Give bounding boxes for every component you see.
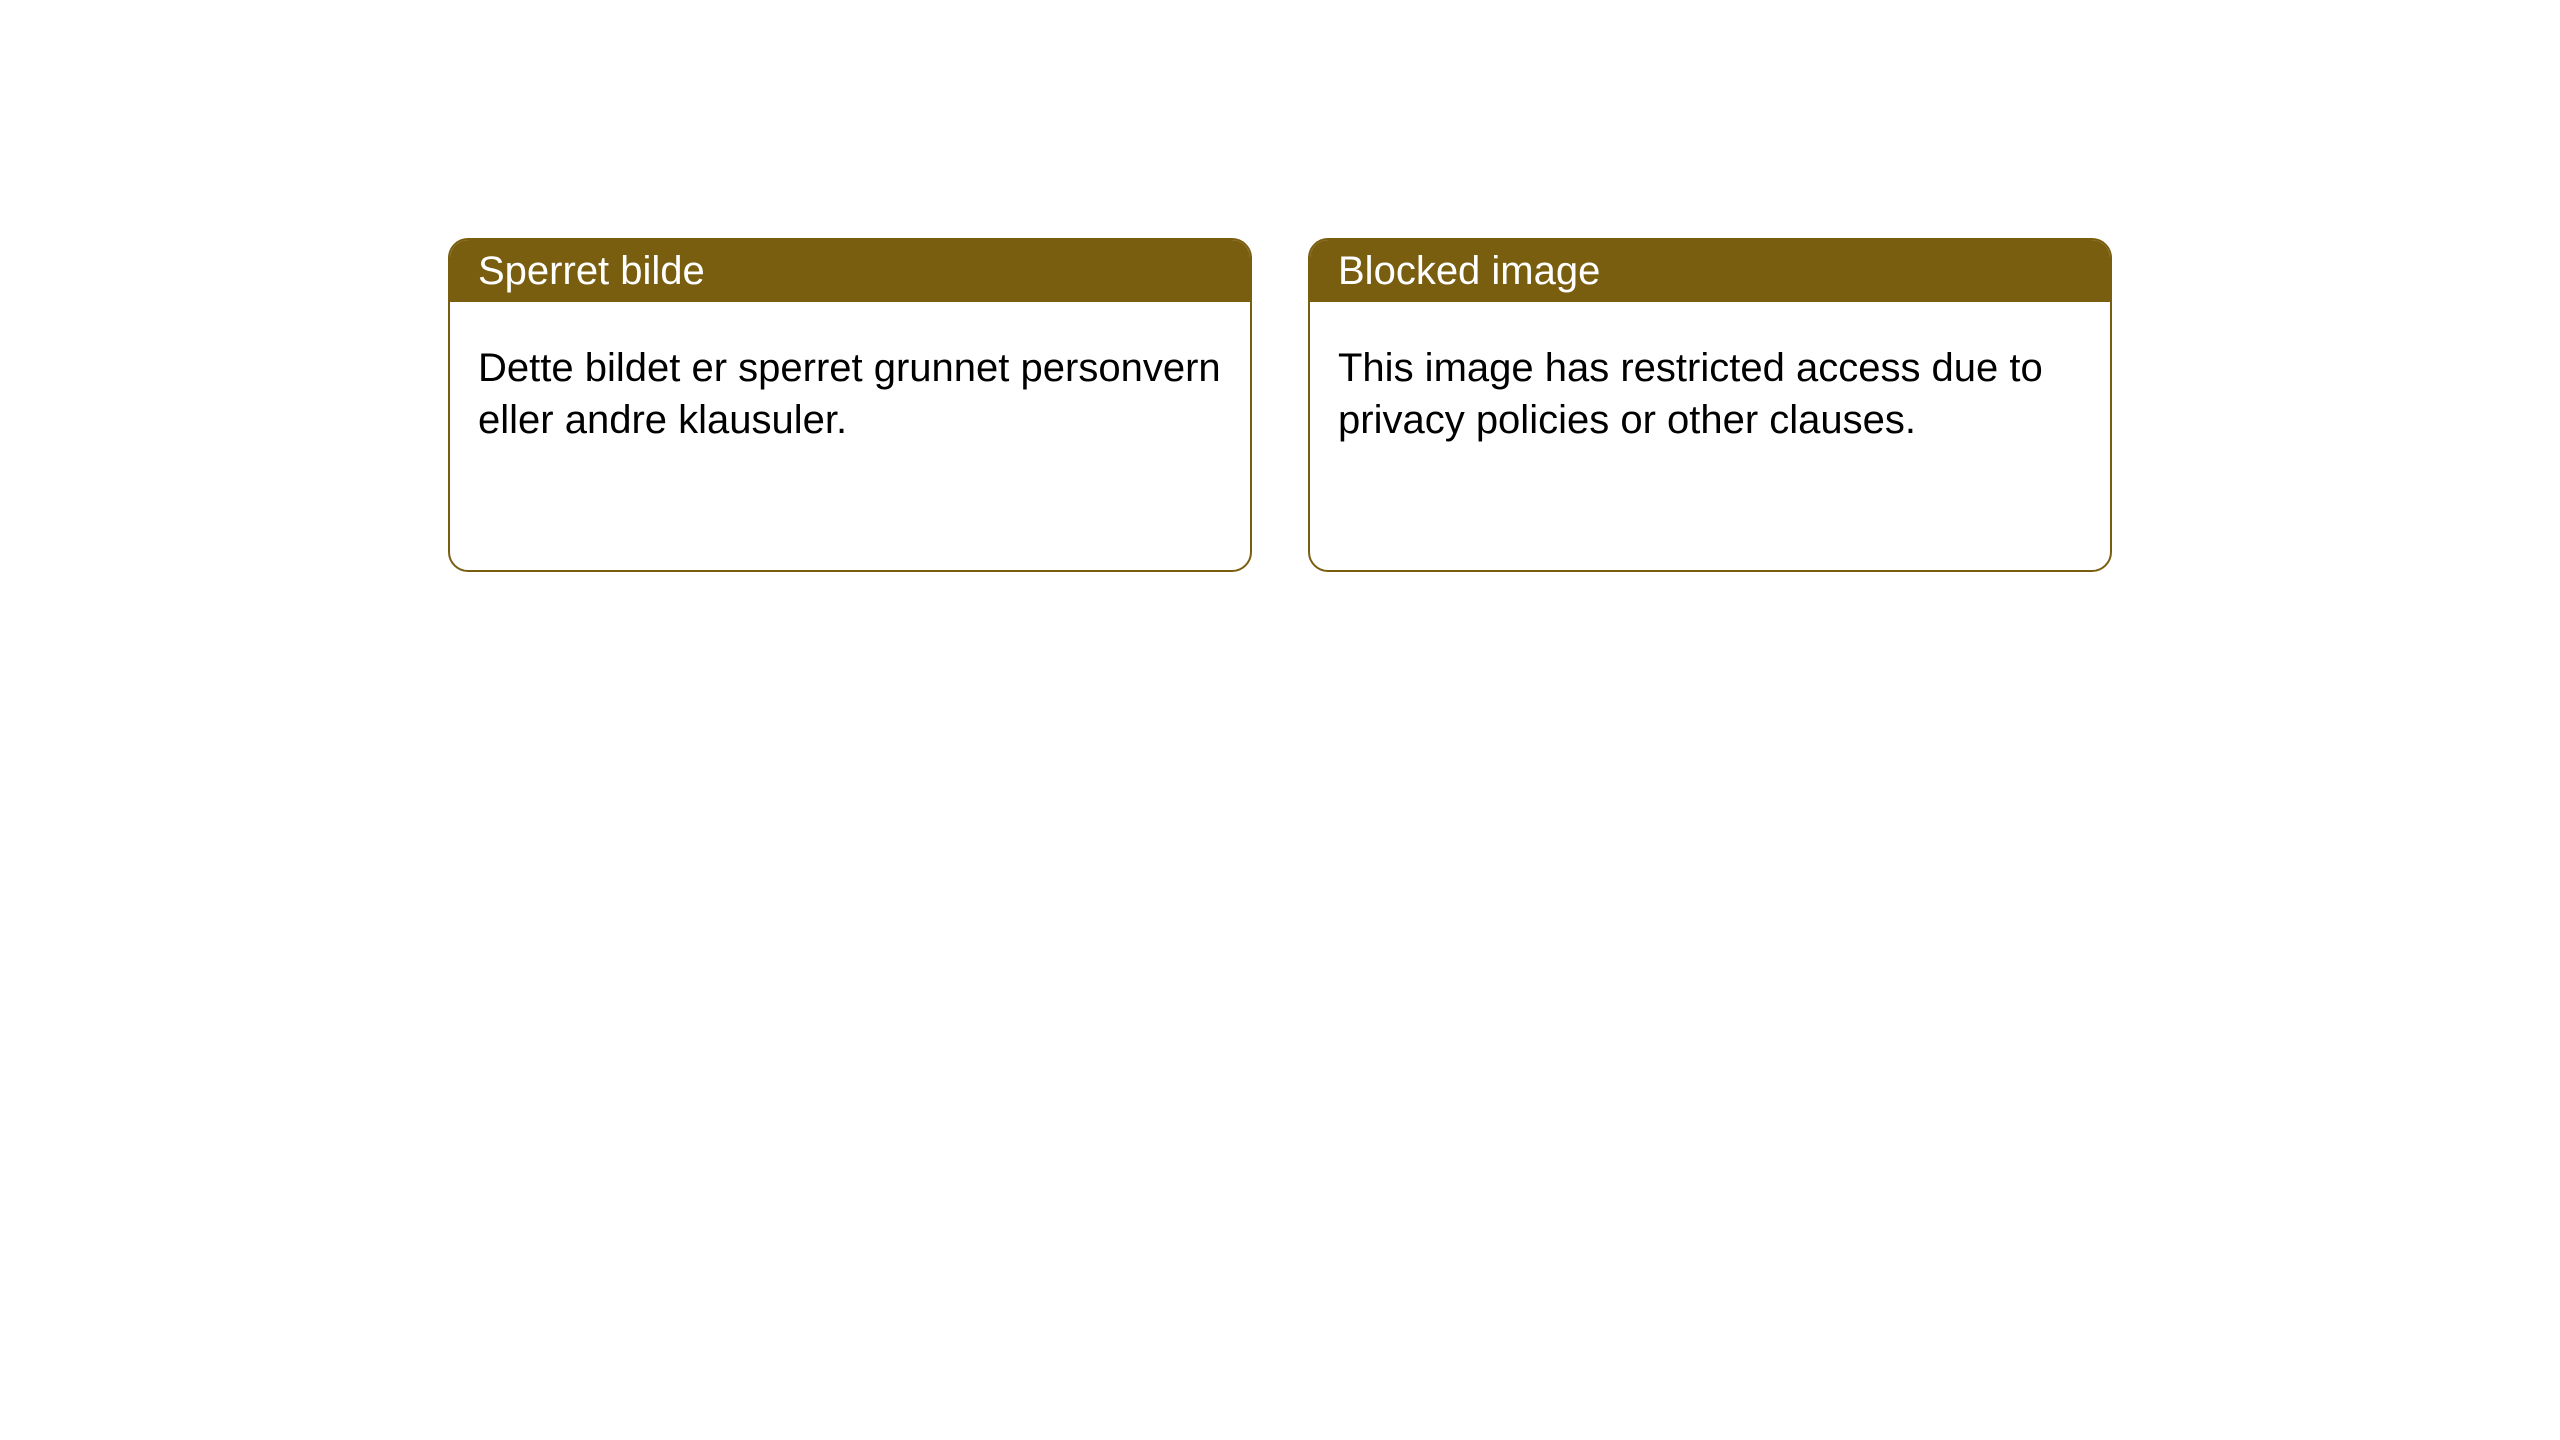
card-body-text: This image has restricted access due to … [1338, 346, 2043, 442]
cards-container: Sperret bilde Dette bildet er sperret gr… [448, 238, 2560, 572]
card-title: Sperret bilde [478, 249, 705, 294]
card-body-text: Dette bildet er sperret grunnet personve… [478, 346, 1221, 442]
blocked-card-no: Sperret bilde Dette bildet er sperret gr… [448, 238, 1252, 572]
card-body: This image has restricted access due to … [1310, 302, 2110, 486]
card-title: Blocked image [1338, 249, 1600, 294]
card-header: Blocked image [1310, 240, 2110, 302]
card-header: Sperret bilde [450, 240, 1250, 302]
blocked-card-en: Blocked image This image has restricted … [1308, 238, 2112, 572]
card-body: Dette bildet er sperret grunnet personve… [450, 302, 1250, 486]
